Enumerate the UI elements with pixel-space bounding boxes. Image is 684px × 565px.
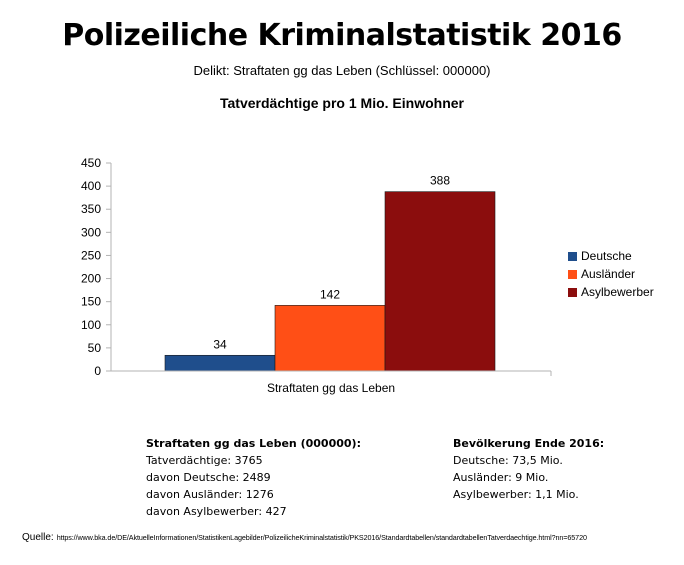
stats-line: Tatverdächtige: 3765 bbox=[146, 454, 263, 467]
legend-label-asylbewerber: Asylbewerber bbox=[581, 285, 654, 299]
bars: 34 142 388 bbox=[164, 174, 496, 372]
bar-asylbewerber bbox=[384, 191, 496, 372]
y-tick-label: 400 bbox=[81, 179, 101, 193]
x-category-label: Straftaten gg das Leben bbox=[267, 381, 395, 395]
legend-item-deutsche: Deutsche bbox=[568, 247, 654, 265]
stats-line: Deutsche: 73,5 Mio. bbox=[453, 454, 563, 467]
stats-population: Bevölkerung Ende 2016: Deutsche: 73,5 Mi… bbox=[453, 435, 604, 503]
data-label: 142 bbox=[320, 287, 340, 301]
x-axis: Straftaten gg das Leben bbox=[106, 370, 552, 395]
legend-item-asylbewerber: Asylbewerber bbox=[568, 283, 654, 301]
y-tick-label: 0 bbox=[94, 364, 101, 378]
legend-label-auslaender: Ausländer bbox=[581, 267, 636, 281]
stats-offenses: Straftaten gg das Leben (000000): Tatver… bbox=[146, 435, 361, 520]
legend-swatch-asylbewerber bbox=[568, 287, 577, 297]
y-tick-label: 150 bbox=[81, 295, 101, 309]
stats-offenses-heading: Straftaten gg das Leben (000000): bbox=[146, 437, 361, 450]
legend-item-auslaender: Ausländer bbox=[568, 265, 654, 283]
source-label: Quelle: bbox=[22, 532, 54, 543]
legend: Deutsche Ausländer Asylbewerber bbox=[568, 247, 654, 301]
y-tick-label: 250 bbox=[81, 248, 101, 262]
data-label: 388 bbox=[430, 174, 450, 188]
y-tick-label: 300 bbox=[81, 225, 101, 239]
y-tick-label: 50 bbox=[88, 341, 102, 355]
source-url[interactable]: https://www.bka.de/DE/AktuelleInformatio… bbox=[56, 533, 587, 542]
bar-ausländer bbox=[274, 305, 386, 372]
y-tick-label: 200 bbox=[81, 272, 101, 286]
stats-line: davon Ausländer: 1276 bbox=[146, 488, 274, 501]
bar-deutsche bbox=[164, 354, 276, 372]
page-title: Polizeiliche Kriminalstatistik 2016 bbox=[62, 18, 622, 53]
stats-line: Ausländer: 9 Mio. bbox=[453, 471, 549, 484]
legend-swatch-auslaender bbox=[568, 269, 577, 279]
chart-title: Tatverdächtige pro 1 Mio. Einwohner bbox=[220, 95, 464, 111]
y-tick-label: 450 bbox=[81, 156, 101, 170]
stats-line: davon Asylbewerber: 427 bbox=[146, 505, 287, 518]
y-tick-label: 100 bbox=[81, 318, 101, 332]
y-axis: 0 50 100 150 200 250 300 350 400 450 bbox=[81, 156, 112, 378]
legend-label-deutsche: Deutsche bbox=[581, 249, 632, 263]
source-citation: Quelle: https://www.bka.de/DE/AktuelleInf… bbox=[22, 532, 682, 543]
stats-population-heading: Bevölkerung Ende 2016: bbox=[453, 437, 605, 450]
stats-line: Asylbewerber: 1,1 Mio. bbox=[453, 488, 579, 501]
legend-swatch-deutsche bbox=[568, 251, 577, 261]
y-tick-label: 350 bbox=[81, 202, 101, 216]
stats-line: davon Deutsche: 2489 bbox=[146, 471, 271, 484]
data-label: 34 bbox=[213, 337, 227, 351]
page-subtitle: Delikt: Straftaten gg das Leben (Schlüss… bbox=[193, 63, 491, 78]
